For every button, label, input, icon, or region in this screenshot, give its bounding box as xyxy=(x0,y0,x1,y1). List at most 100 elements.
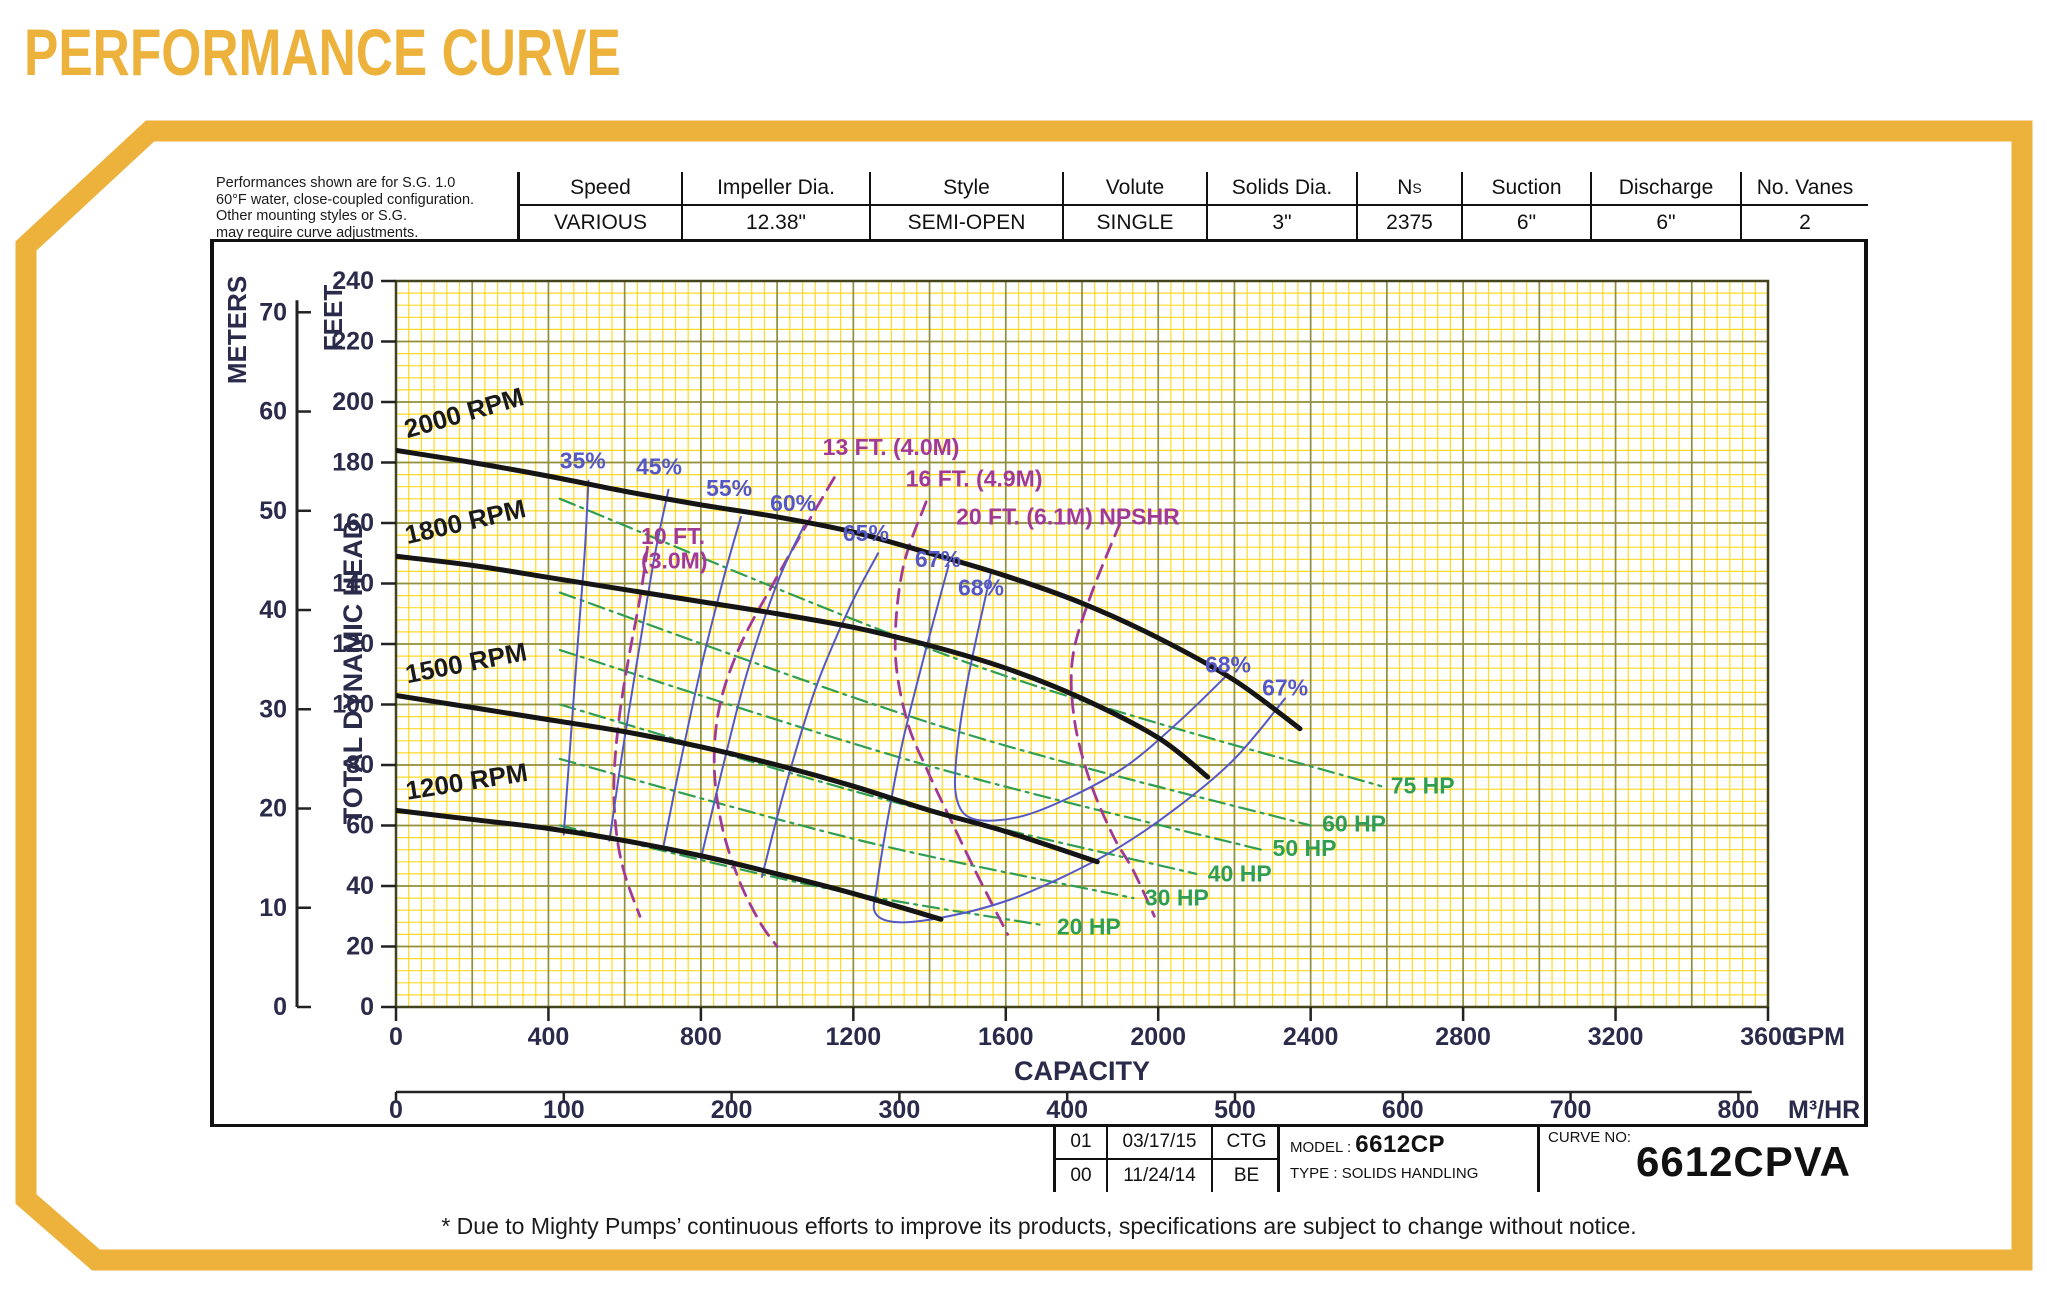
svg-text:100: 100 xyxy=(332,691,374,719)
svg-text:50: 50 xyxy=(259,497,287,525)
spec-header: Solids Dia. xyxy=(1208,172,1356,206)
spec-value: 3" xyxy=(1272,210,1292,234)
svg-text:60: 60 xyxy=(259,398,287,426)
svg-text:3600: 3600 xyxy=(1740,1023,1796,1051)
svg-text:2400: 2400 xyxy=(1283,1023,1339,1051)
svg-text:67%: 67% xyxy=(915,546,961,572)
svg-text:800: 800 xyxy=(1718,1096,1760,1124)
svg-text:0: 0 xyxy=(273,993,287,1021)
spec-note-line: 60°F water, close-coupled configuration. xyxy=(216,191,475,208)
svg-text:10 FT.: 10 FT. xyxy=(641,523,705,549)
curve-hp-75 xyxy=(558,497,1383,788)
svg-text:2000 RPM: 2000 RPM xyxy=(401,381,527,444)
svg-text:600: 600 xyxy=(1382,1096,1424,1124)
curve-no-value: 6612CPVA xyxy=(1636,1138,1852,1185)
spec-col-speed: Speed VARIOUS xyxy=(520,172,683,239)
spec-value: 6" xyxy=(1516,210,1537,234)
svg-text:140: 140 xyxy=(332,570,374,598)
curve-npshr-20ft xyxy=(1069,521,1156,918)
revision-table: 01 03/17/15 CTG 00 11/24/14 BE xyxy=(1053,1127,1280,1192)
svg-text:1600: 1600 xyxy=(978,1023,1034,1051)
svg-text:40 HP: 40 HP xyxy=(1208,860,1272,886)
curve-hp-50 xyxy=(558,648,1263,851)
spec-header: Suction xyxy=(1463,172,1590,206)
curve-eff-68 xyxy=(953,573,1229,822)
spec-value: 2375 xyxy=(1386,210,1433,234)
spec-col-volute: Volute SINGLE xyxy=(1064,172,1208,239)
svg-text:60: 60 xyxy=(346,812,374,840)
svg-text:GPM: GPM xyxy=(1788,1023,1845,1051)
svg-text:180: 180 xyxy=(332,449,374,477)
title-block: 01 03/17/15 CTG 00 11/24/14 BE MODEL : 6… xyxy=(210,1124,1868,1192)
spec-col-solids-dia: Solids Dia. 3" xyxy=(1208,172,1358,239)
svg-text:10: 10 xyxy=(259,894,287,922)
spec-note-line: Other mounting styles or S.G. xyxy=(216,208,407,224)
svg-text:100: 100 xyxy=(543,1096,585,1124)
curve-rpm-2000 xyxy=(396,447,1303,732)
curve-eff-35 xyxy=(562,479,590,836)
curve-npshr-16ft xyxy=(893,500,1010,936)
curve-eff-45 xyxy=(608,488,670,842)
svg-text:35%: 35% xyxy=(560,448,606,474)
x-axis-m3hr: 0 100 200 300 400 500 600 700 800 M³/HR xyxy=(389,1090,1860,1124)
svg-text:60 HP: 60 HP xyxy=(1322,811,1386,837)
svg-text:16 FT. (4.9M): 16 FT. (4.9M) xyxy=(906,466,1043,492)
spec-header: Speed xyxy=(520,172,681,206)
spec-value: SEMI-OPEN xyxy=(907,210,1026,234)
spec-header: Discharge xyxy=(1592,172,1740,206)
spec-col-no-vanes: No. Vanes 2 xyxy=(1742,172,1868,239)
svg-text:68%: 68% xyxy=(1205,652,1251,678)
svg-text:70: 70 xyxy=(259,298,287,326)
spec-header: Impeller Dia. xyxy=(683,172,869,206)
svg-text:700: 700 xyxy=(1550,1096,1592,1124)
spec-table: Performances shown are for S.G. 1.0 60°F… xyxy=(210,172,1868,242)
svg-text:0: 0 xyxy=(360,993,374,1021)
model-label: MODEL : xyxy=(1290,1139,1352,1156)
svg-text:50 HP: 50 HP xyxy=(1273,835,1337,861)
curve-npshr-10ft xyxy=(612,545,649,918)
curve-eff-65 xyxy=(760,552,880,878)
svg-text:(3.0M): (3.0M) xyxy=(641,547,707,573)
curve-eff-67 xyxy=(872,564,1287,924)
svg-text:240: 240 xyxy=(332,267,374,295)
svg-text:65%: 65% xyxy=(843,520,889,546)
svg-text:400: 400 xyxy=(1046,1096,1088,1124)
spec-col-discharge: Discharge 6" xyxy=(1592,172,1742,239)
curve-no-label: CURVE NO: xyxy=(1548,1129,1632,1146)
svg-text:0: 0 xyxy=(389,1023,403,1051)
svg-text:13 FT. (4.0M): 13 FT. (4.0M) xyxy=(823,434,960,460)
spec-header: Style xyxy=(871,172,1062,206)
curve-no-box: CURVE NO: 6612CPVA xyxy=(1537,1127,1868,1192)
svg-text:TOTAL DYNAMIC HEAD: TOTAL DYNAMIC HEAD xyxy=(338,520,368,825)
svg-text:2800: 2800 xyxy=(1435,1023,1491,1051)
svg-text:20: 20 xyxy=(259,795,287,823)
spec-header: Volute xyxy=(1064,172,1206,206)
curve-eff-60 xyxy=(699,525,805,860)
svg-text:75 HP: 75 HP xyxy=(1391,773,1455,799)
spec-value: SINGLE xyxy=(1096,210,1174,234)
svg-text:M³/HR: M³/HR xyxy=(1788,1096,1860,1124)
svg-text:220: 220 xyxy=(332,328,374,356)
svg-text:300: 300 xyxy=(879,1096,921,1124)
revision-by: CTG xyxy=(1213,1127,1280,1160)
spec-value: 12.38" xyxy=(745,210,806,234)
curve-rpm-1500 xyxy=(396,692,1100,865)
model-value: 6612CP xyxy=(1355,1131,1446,1158)
svg-text:800: 800 xyxy=(680,1023,722,1051)
svg-text:METERS: METERS xyxy=(222,276,252,384)
gold-frame-path xyxy=(15,120,2033,1271)
curve-rpm-1200 xyxy=(396,807,944,922)
spec-note-line: may require curve adjustments. xyxy=(216,224,419,241)
svg-text:55%: 55% xyxy=(706,475,752,501)
svg-text:FEET: FEET xyxy=(318,285,348,352)
svg-text:68%: 68% xyxy=(958,575,1004,601)
svg-text:2000: 2000 xyxy=(1130,1023,1186,1051)
svg-text:200: 200 xyxy=(332,388,374,416)
